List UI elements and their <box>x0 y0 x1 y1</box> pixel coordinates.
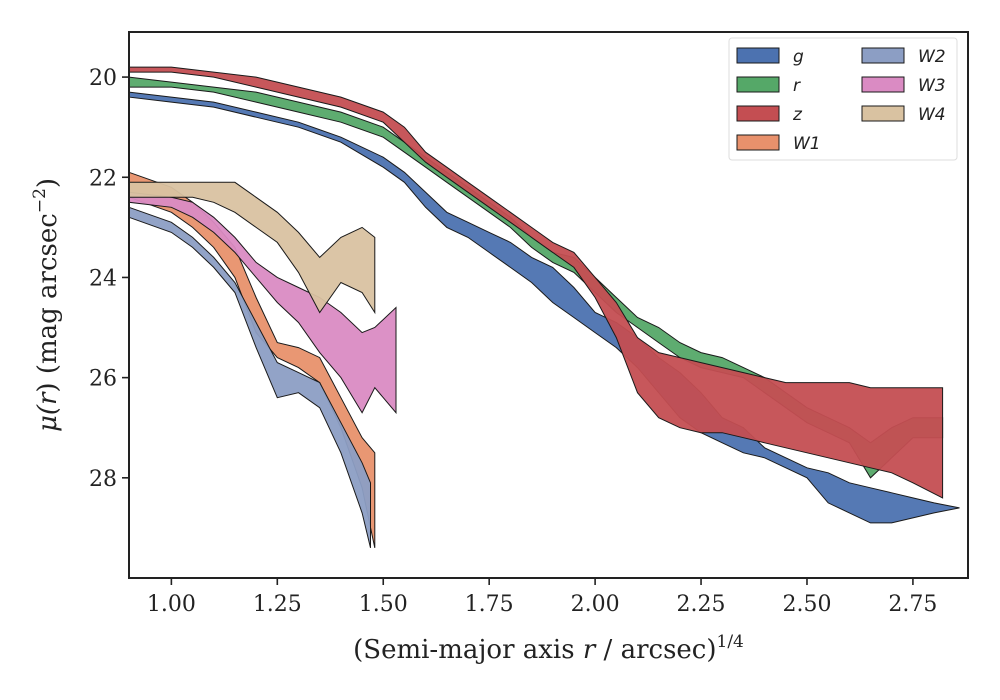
x-tick-label: 2.75 <box>888 592 937 617</box>
y-tick-label: 26 <box>89 367 117 392</box>
legend-label-w2: W2 <box>918 47 946 67</box>
x-tick-label: 1.75 <box>465 592 514 617</box>
y-tick-label: 22 <box>89 166 117 191</box>
legend-swatch-w3 <box>861 76 905 93</box>
x-axis-title: (Semi-major axis r / arcsec)1/4 <box>353 632 744 665</box>
y-axis-title: μ(r) (mag arcsec−2) <box>30 178 63 432</box>
legend-label-w1: W1 <box>793 134 821 154</box>
y-tick-label: 28 <box>89 467 117 492</box>
axes-frame <box>128 31 969 579</box>
legend-swatch-g <box>736 47 780 64</box>
x-tick-label: 2.00 <box>571 592 620 617</box>
legend-swatch-z <box>736 105 780 122</box>
legend-label-w3: W3 <box>918 76 946 96</box>
band-w4 <box>128 181 376 315</box>
band-g <box>128 91 960 524</box>
legend-swatch-w1 <box>736 134 780 151</box>
y-axis: 20 22 24 26 28 <box>89 66 129 492</box>
x-tick-label: 1.50 <box>359 592 408 617</box>
legend: grz W1 W2 W3 W4 <box>728 37 958 161</box>
x-axis: 1.00 1.25 1.50 1.75 2.00 2.25 2.50 2.75 <box>147 578 937 617</box>
x-tick-label: 1.00 <box>147 592 196 617</box>
plot-area <box>128 66 960 549</box>
legend-swatch-w2 <box>861 47 905 64</box>
legend-label-g: g <box>793 47 804 67</box>
band-w2 <box>128 206 371 549</box>
legend-box <box>728 37 958 161</box>
legend-swatch-r <box>736 76 780 93</box>
band-z <box>128 66 944 499</box>
legend-label-z: z <box>792 105 803 125</box>
band-w3 <box>128 191 397 415</box>
legend-swatch-w4 <box>861 105 905 122</box>
x-tick-label: 2.25 <box>677 592 726 617</box>
legend-label-r: r <box>793 76 801 96</box>
y-tick-label: 20 <box>89 66 117 91</box>
y-tick-label: 24 <box>89 266 117 291</box>
x-tick-label: 2.50 <box>782 592 831 617</box>
x-tick-label: 1.25 <box>253 592 302 617</box>
legend-label-w4: W4 <box>918 105 946 125</box>
